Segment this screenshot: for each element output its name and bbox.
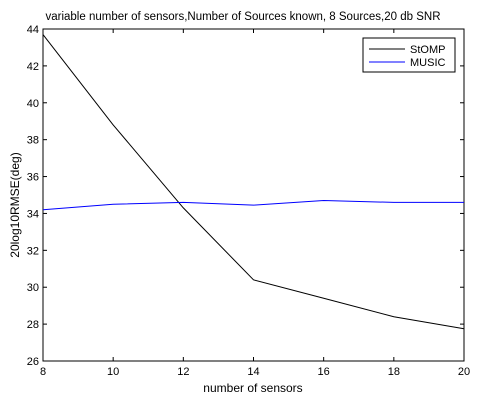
y-tick-label: 36: [27, 172, 39, 184]
y-tick-label: 44: [27, 24, 39, 36]
y-axis: 26 28 30 32 34 36 38 40 42 44: [27, 24, 464, 368]
y-tick-label: 38: [27, 135, 39, 147]
legend-label-stomp: StOMP: [410, 44, 445, 56]
x-tick-label: 8: [40, 366, 46, 378]
series-line-stomp: [42, 34, 465, 330]
series-line-music: [42, 200, 464, 211]
x-tick-label: 18: [388, 366, 400, 378]
x-tick-label: 16: [318, 366, 330, 378]
legend-label-music: MUSIC: [410, 57, 446, 69]
y-tick-label: 30: [27, 282, 39, 294]
legend-box: [362, 37, 456, 73]
y-tick-label: 28: [27, 319, 39, 331]
x-tick-label: 14: [247, 366, 259, 378]
x-axis-label: number of sensors: [203, 381, 302, 395]
y-tick-label: 32: [27, 245, 39, 257]
y-tick-label: 34: [27, 208, 39, 220]
plot-area: [42, 28, 465, 362]
series-layer: [42, 34, 465, 330]
y-tick-label: 42: [27, 61, 39, 73]
y-tick-label: 26: [27, 356, 39, 368]
chart-title: variable number of sensors,Number of Sou…: [45, 11, 440, 23]
y-tick-label: 40: [27, 98, 39, 110]
y-axis-label: 20log10RMSE(deg): [8, 152, 22, 257]
x-tick-label: 10: [107, 366, 119, 378]
x-axis: 8 10 12 14 16 18 20: [40, 29, 470, 378]
x-tick-label: 20: [458, 366, 470, 378]
x-tick-label: 12: [177, 366, 189, 378]
